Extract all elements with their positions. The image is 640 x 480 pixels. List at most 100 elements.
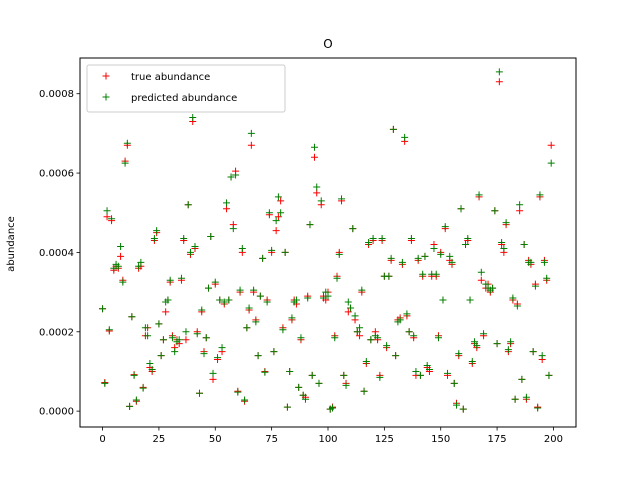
predicted-abundance-point [338, 195, 346, 203]
predicted-abundance-point [135, 262, 143, 270]
predicted-abundance-point [198, 306, 206, 314]
predicted-abundance-point [421, 252, 429, 260]
predicted-abundance-point [254, 352, 262, 360]
predicted-abundance-point [358, 286, 366, 294]
predicted-abundance-point [504, 346, 512, 354]
predicted-abundance-point [529, 348, 537, 356]
predicted-abundance-point [211, 278, 219, 286]
predicted-abundance-point [259, 254, 267, 262]
predicted-abundance-point [317, 197, 325, 205]
predicted-abundance-point [369, 235, 377, 243]
predicted-abundance-point [462, 240, 470, 248]
legend-marker [102, 93, 110, 101]
predicted-abundance-point [443, 369, 451, 377]
predicted-abundance-point [419, 270, 427, 278]
predicted-abundance-point [265, 209, 273, 217]
predicted-abundance-point [200, 350, 208, 358]
predicted-abundance-point [177, 274, 185, 282]
predicted-abundance-point [277, 209, 285, 217]
predicted-abundance-point [392, 352, 400, 360]
true-abundance-point [272, 227, 280, 235]
x-tick-label: 100 [318, 434, 337, 445]
y-axis-ticks: 0.0000 0.0002 0.0004 0.0006 0.0008 [39, 89, 80, 418]
true-abundance-point [274, 213, 282, 221]
predicted-abundance-point [261, 368, 269, 376]
predicted-abundance-point [457, 205, 465, 213]
predicted-abundance-point [256, 292, 264, 300]
predicted-abundance-point [335, 250, 343, 258]
predicted-abundance-point [128, 313, 136, 321]
predicted-abundance-point [538, 352, 546, 360]
y-axis-label: abundance [6, 216, 17, 272]
predicted-abundance-point [281, 248, 289, 256]
predicted-abundance-point [308, 371, 316, 379]
predicted-abundance-point [175, 336, 183, 344]
predicted-abundance-point [232, 171, 240, 179]
predicted-abundance-point [195, 389, 203, 397]
y-tick-label: 0.0008 [39, 89, 74, 100]
predicted-abundance-point [489, 284, 497, 292]
predicted-abundance-point [459, 405, 467, 413]
predicted-abundance-point [423, 362, 431, 369]
predicted-abundance-point [509, 294, 517, 302]
predicted-abundance-point [139, 384, 147, 392]
x-axis-ticks: 0 25 50 75 100 125 150 175 200 [99, 427, 563, 445]
predicted-abundance-point [516, 201, 524, 209]
predicted-abundance-point [387, 254, 395, 262]
predicted-abundance-point [241, 396, 249, 404]
predicted-abundance-point [498, 239, 506, 246]
predicted-abundance-point [482, 280, 490, 288]
predicted-abundance-point [268, 246, 276, 254]
predicted-abundance-point [301, 395, 309, 403]
predicted-abundance-point [425, 365, 433, 373]
predicted-abundance-point [157, 352, 165, 360]
predicted-abundance-point [477, 268, 485, 276]
predicted-abundance-point [378, 235, 386, 243]
y-tick-label: 0.0000 [39, 407, 74, 418]
predicted-abundance-point [214, 354, 222, 362]
predicted-abundance-point [99, 305, 107, 313]
predicted-abundance-point [166, 276, 174, 284]
x-tick-label: 200 [544, 434, 563, 445]
predicted-abundance-point [480, 330, 488, 338]
predicted-abundance-point [534, 404, 542, 412]
predicted-abundance-point [137, 258, 145, 266]
predicted-abundance-point [319, 294, 327, 302]
predicted-abundance-point [324, 292, 332, 300]
predicted-abundance-point [220, 298, 228, 306]
predicted-abundance-point [356, 324, 364, 332]
predicted-abundance-point [126, 402, 134, 410]
predicted-abundance-point [322, 288, 330, 296]
true-abundance-point [313, 189, 321, 197]
predicted-abundance-point [471, 338, 479, 346]
predicted-abundance-point [272, 217, 280, 225]
x-tick-label: 125 [375, 434, 394, 445]
predicted-abundance-point [502, 219, 510, 227]
x-tick-label: 175 [488, 434, 507, 445]
predicted-abundance-point [155, 320, 163, 328]
true-abundance-point [310, 153, 318, 161]
legend-label: true abundance [131, 72, 210, 83]
predicted-abundance-point [121, 159, 129, 167]
predicted-abundance-point [223, 199, 231, 207]
predicted-abundance-point [286, 367, 294, 375]
predicted-abundance-point [450, 379, 458, 387]
predicted-abundance-point [344, 298, 352, 306]
predicted-abundance-point [329, 404, 337, 412]
predicted-abundance-point [153, 227, 161, 235]
predicted-abundance-point [144, 332, 152, 340]
predicted-abundance-point [522, 393, 530, 401]
y-tick-label: 0.0002 [39, 327, 74, 338]
predicted-abundance-point [132, 396, 140, 404]
predicted-abundance-point [547, 159, 555, 167]
true-abundance-point [223, 205, 231, 213]
predicted-abundance-point [101, 379, 109, 387]
predicted-abundance-point [360, 387, 368, 395]
predicted-abundance-point [493, 340, 501, 348]
predicted-abundance-point [315, 379, 323, 387]
predicted-abundance-point [148, 365, 156, 373]
predicted-abundance-point [159, 336, 167, 344]
predicted-abundance-point [103, 207, 111, 215]
predicted-abundance-point [342, 381, 350, 389]
predicted-abundance-point [202, 334, 210, 342]
